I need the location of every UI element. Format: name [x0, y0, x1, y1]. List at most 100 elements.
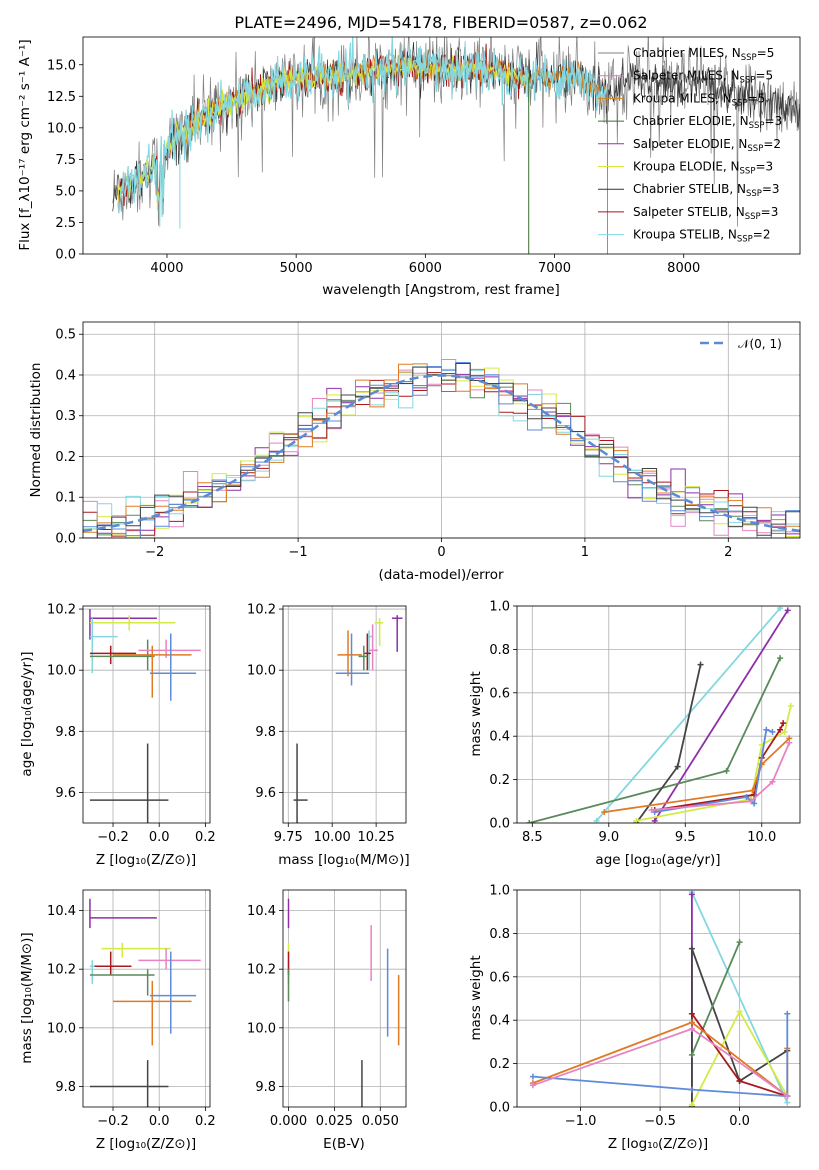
plus-marker	[743, 793, 750, 800]
legend-suffix: =3	[762, 182, 780, 196]
x-tick-label: 0.0	[729, 1114, 750, 1129]
y-tick-label: 0.0	[489, 1101, 510, 1116]
x-tick-label: 4000	[150, 261, 183, 276]
weight-line	[604, 737, 790, 813]
plus-marker	[781, 728, 788, 735]
plus-marker	[688, 1051, 695, 1058]
y-tick-label: 0.1	[55, 491, 76, 506]
age-vs-mass-grid	[283, 606, 406, 823]
legend-sub: SSP	[745, 212, 761, 222]
x-axis-label: age [log₁₀(age/yr)]	[595, 852, 720, 868]
y-tick-label: 0.2	[55, 450, 76, 465]
legend-label: Kroupa ELODIE, NSSP=3	[633, 160, 773, 177]
legend-text: Kroupa ELODIE, N	[633, 160, 740, 174]
legend-label: Chabrier ELODIE, NSSP=3	[633, 114, 782, 131]
spectrum-plot-area	[112, 37, 800, 254]
plus-marker	[601, 809, 608, 816]
plus-marker	[763, 726, 770, 733]
y-tick-label: 10.4	[47, 904, 76, 919]
residuals-panel: −2 −1 0 1 2 0.0 0.1 0.2 0.3 0.4 0.5 (data-model)/er…	[28, 321, 801, 583]
errorbar-point	[89, 743, 169, 823]
x-tick-label: 10.0	[747, 830, 776, 845]
y-tick-label: 1.0	[489, 884, 510, 899]
legend-text: Chabrier ELODIE, N	[633, 114, 749, 128]
spectrum-line	[117, 37, 607, 227]
plus-marker	[780, 720, 787, 727]
y-tick-label: 0.8	[489, 927, 510, 942]
x-tick-label: 10.25	[358, 830, 395, 845]
x-axis-label: E(B-V)	[323, 1136, 365, 1152]
legend-suffix: =5	[748, 91, 766, 105]
legend-label: Salpeter MILES, NSSP=5	[633, 69, 773, 86]
y-tick-label: 9.8	[255, 725, 276, 740]
errorbar-point	[89, 1060, 169, 1107]
x-tick-label: 2	[724, 545, 732, 560]
x-axis-label: Z [log₁₀(Z/Z⊙)]	[96, 1136, 196, 1152]
y-tick-label: 9.6	[55, 786, 76, 801]
plus-marker	[688, 1019, 695, 1026]
y-axis-label: mass [log₁₀(M/M⊙)]	[19, 932, 35, 1063]
mass-vs-ebv-ticks: 0.000 0.025 0.050 9.8 10.0 10.2 10.4	[247, 904, 399, 1129]
mass-vs-Z-grid	[83, 890, 210, 1107]
mass-vs-Z-plot-area	[89, 898, 201, 1107]
massweight-vs-age-grid	[517, 605, 800, 824]
errorbar-point	[358, 645, 368, 671]
y-tick-label: 10.0	[47, 121, 76, 136]
plus-marker	[526, 820, 533, 823]
histogram-step	[83, 375, 800, 538]
massweight-vs-Z-panel: −1.0 −0.5 0.0 0.0 0.2 0.4 0.6 0.8 1.0 Z [log₁₀(Z/…	[468, 884, 801, 1152]
errorbar-point	[89, 615, 176, 631]
y-axis-label: mass weight	[468, 671, 484, 756]
y-tick-label: 0.4	[489, 730, 510, 745]
residuals-frame	[82, 321, 801, 539]
age-vs-mass-plot-area	[293, 615, 403, 823]
legend-label: 𝒩(0, 1)	[738, 337, 782, 351]
plus-marker	[784, 1099, 791, 1106]
plus-marker	[749, 787, 756, 794]
y-tick-label: 10.2	[47, 603, 76, 618]
plus-marker	[777, 655, 784, 662]
residuals-plot-area	[83, 359, 800, 538]
legend-suffix: =3	[761, 205, 779, 219]
age-vs-mass-ticks: 9.75 10.00 10.25 9.6 9.8 10.0 10.2	[247, 603, 395, 845]
spectrum-frame	[82, 36, 801, 255]
legend-suffix: =5	[757, 46, 775, 60]
y-tick-label: 9.8	[255, 1080, 276, 1095]
plus-marker	[697, 661, 704, 668]
y-tick-label: 10.0	[247, 664, 276, 679]
plus-marker	[786, 739, 793, 746]
x-tick-label: −1.0	[565, 1114, 597, 1129]
y-axis-label: age [log₁₀(age/yr)]	[19, 651, 35, 776]
y-tick-label: 9.8	[55, 1080, 76, 1095]
plus-marker	[777, 726, 784, 733]
age-vs-Z-plot-area	[89, 609, 201, 823]
errorbar-point	[369, 624, 378, 671]
massweight-vs-age-panel: 8.5 9.0 9.5 10.0 0.0 0.2 0.4 0.6 0.8 1.0 age [log₁…	[468, 600, 801, 868]
legend-sub: SSP	[740, 76, 756, 86]
errorbar-point	[89, 645, 137, 665]
x-tick-label: 0.000	[270, 1114, 307, 1129]
x-tick-label: 0	[437, 545, 445, 560]
plus-marker	[529, 1073, 536, 1080]
errorbar-point	[113, 980, 192, 1046]
weight-line	[532, 1013, 789, 1098]
plus-marker	[736, 939, 743, 946]
y-tick-label: 0.0	[55, 532, 76, 547]
legend-sub: SSP	[737, 235, 753, 245]
plus-marker	[751, 800, 758, 807]
errorbar-point	[337, 630, 363, 677]
mass-vs-ebv-panel: 0.000 0.025 0.050 9.8 10.0 10.2 10.4 E(B-V)	[247, 889, 407, 1152]
y-tick-label: 10.0	[47, 1021, 76, 1036]
age-vs-Z-grid	[83, 606, 210, 823]
y-tick-label: 0.3	[55, 409, 76, 424]
errorbar-point	[293, 743, 308, 823]
histogram-step	[83, 362, 800, 538]
mass-vs-ebv-frame	[282, 889, 407, 1108]
x-tick-label: 10.00	[314, 830, 351, 845]
weight-line	[595, 607, 781, 822]
x-tick-label: 0.2	[195, 830, 216, 845]
massweight-vs-Z-frame	[516, 889, 801, 1108]
legend-label: Chabrier MILES, NSSP=5	[633, 46, 774, 63]
mass-vs-Z-frame	[82, 889, 211, 1108]
